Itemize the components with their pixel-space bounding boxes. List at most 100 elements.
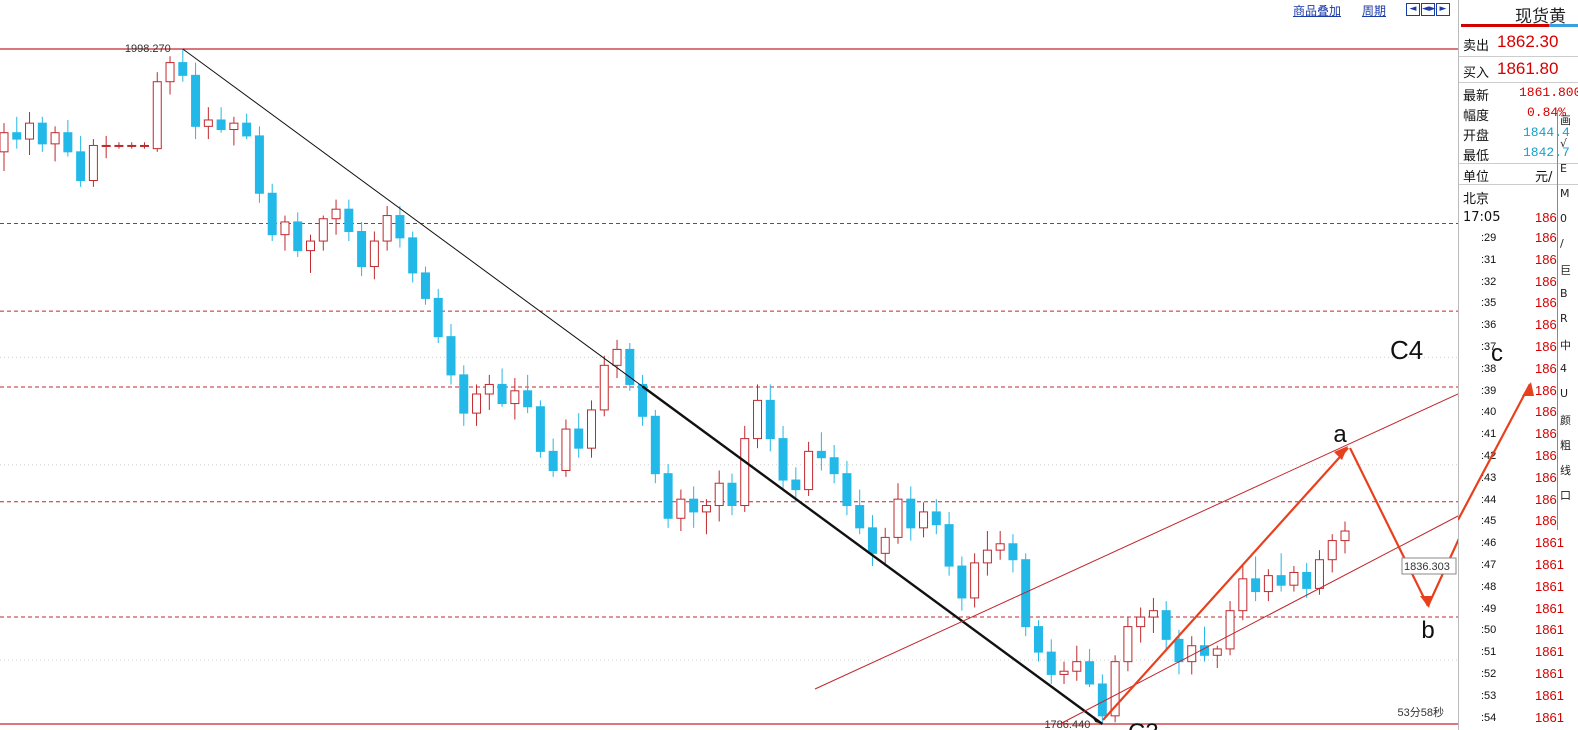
candle-body — [701, 505, 711, 513]
tick-price: 186 — [1535, 513, 1557, 529]
side-tool-icon[interactable]: 4 — [1560, 362, 1567, 375]
chart-area[interactable]: 1998.270 1786.440 a b C3 C4 1836.303 53分58秒 商品叠… — [0, 0, 1458, 730]
candle-body — [344, 208, 354, 232]
buy-label: 买入 — [1463, 66, 1490, 81]
wave-label-c: c — [1491, 340, 1503, 367]
candle-body — [242, 122, 252, 137]
candle-body — [420, 272, 430, 299]
scroll-right-button[interactable]: ► — [1436, 3, 1450, 16]
side-tool-icon[interactable]: 粗 — [1560, 439, 1571, 452]
side-tool-icon[interactable]: U — [1560, 387, 1569, 400]
tick-price: 186 — [1535, 339, 1557, 354]
candle-body — [829, 457, 839, 475]
side-tool-icon[interactable]: M — [1560, 187, 1570, 200]
side-tool-icon[interactable]: 巨 — [1560, 264, 1571, 277]
cursor-price-label: 1836.303 — [1404, 561, 1450, 573]
zoom-button[interactable]: ◄► — [1421, 3, 1436, 16]
candle-body — [1021, 559, 1031, 628]
tick-price: 1861 — [1535, 622, 1564, 638]
candle-body — [816, 450, 826, 459]
candle-body — [957, 565, 967, 599]
candle-body — [1123, 626, 1133, 663]
countdown-label: 53分58秒 — [1398, 705, 1444, 719]
candle-body — [1302, 571, 1312, 589]
candle-body — [740, 438, 750, 507]
candle-body — [165, 62, 175, 83]
candle-body — [0, 132, 9, 153]
scroll-left-button[interactable]: ◄ — [1406, 3, 1420, 16]
tick-time: :52 — [1481, 668, 1497, 680]
candle-body — [982, 549, 992, 564]
side-tool-icon[interactable]: 颜 — [1560, 414, 1571, 427]
tick-time: :47 — [1481, 559, 1497, 571]
candle-body — [663, 473, 673, 519]
wave-a-arrowhead — [1334, 446, 1348, 460]
wave-label-c4: C4 — [1390, 335, 1423, 365]
open-value: 1844.4 — [1523, 125, 1570, 140]
side-tool-icon[interactable]: B — [1560, 287, 1568, 300]
divider — [1459, 163, 1578, 164]
candle-body — [944, 524, 954, 567]
unit-label: 单位 — [1463, 170, 1490, 185]
candle-body — [1340, 530, 1350, 542]
divider — [1459, 184, 1578, 185]
candle-body — [408, 237, 418, 274]
candle-body — [63, 132, 73, 153]
candle-body — [919, 511, 929, 529]
side-tool-icon[interactable]: / — [1560, 237, 1564, 250]
tick-price: 186 — [1535, 382, 1557, 398]
tick-time: :32 — [1481, 275, 1497, 288]
tick-price: 1861 — [1535, 709, 1564, 725]
tick-time: :54 — [1481, 711, 1497, 724]
candle-body — [599, 364, 609, 411]
unit-value: 元/ — [1535, 170, 1553, 185]
candle-body — [318, 218, 328, 242]
tick-time: :45 — [1481, 515, 1497, 528]
overlay-button[interactable]: 商品叠加 — [1293, 4, 1342, 18]
candlestick-chart[interactable]: 1998.270 1786.440 a b C3 C4 1836.303 53分58秒 — [0, 0, 1458, 730]
high-price-label: 1998.270 — [125, 43, 171, 55]
candle-body — [867, 527, 877, 554]
candle-body — [178, 62, 188, 76]
change-value: 0.84% — [1527, 105, 1567, 120]
candle-body — [395, 215, 405, 239]
trendline-bold — [641, 385, 1104, 725]
side-tool-icon[interactable]: 线 — [1560, 464, 1571, 477]
candle-body — [1059, 670, 1069, 675]
channel-upper-line — [814, 393, 1458, 690]
sell-price: 1862.30 — [1497, 32, 1559, 51]
period-button[interactable]: 周期 — [1362, 4, 1387, 18]
side-toolbar[interactable] — [1557, 110, 1568, 530]
tick-price: 1861 — [1535, 666, 1564, 681]
side-tool-icon[interactable]: √ — [1560, 137, 1568, 150]
start-time: 17:05 — [1463, 210, 1501, 225]
candle-body — [497, 383, 507, 405]
candle-body — [293, 221, 303, 252]
side-tool-icon[interactable]: 中 — [1560, 339, 1571, 352]
candle-body — [791, 479, 801, 491]
candle-body — [37, 122, 47, 145]
tick-time: :29 — [1481, 232, 1497, 244]
candle-body — [127, 144, 137, 147]
tick-price: 186 — [1535, 404, 1557, 420]
candle-body — [650, 415, 660, 475]
candle-body — [880, 536, 890, 554]
tick-time: :44 — [1481, 493, 1497, 506]
candle-body — [459, 374, 469, 414]
candle-body — [586, 409, 596, 449]
tick-price: 1861 — [1535, 644, 1564, 660]
candle-body — [1276, 575, 1286, 586]
side-tool-icon[interactable]: 口 — [1560, 489, 1571, 502]
side-tool-icon[interactable]: E — [1560, 162, 1567, 175]
side-tool-icon[interactable]: 画 — [1560, 114, 1571, 127]
candle-body — [561, 428, 571, 471]
side-tool-icon[interactable]: R — [1560, 312, 1568, 325]
candle-body — [1174, 638, 1184, 663]
candle-body — [535, 406, 545, 452]
quote-panel: 现货黄 卖出 1862.30 买入 1861.80 最新 1861.800 幅度… — [1458, 0, 1578, 730]
tick-time: :49 — [1481, 602, 1497, 615]
wave-label-b: b — [1421, 617, 1434, 644]
side-tool-icon[interactable]: 0 — [1560, 212, 1567, 225]
candle-body — [1136, 616, 1146, 628]
tick-price: 1861 — [1535, 557, 1564, 572]
